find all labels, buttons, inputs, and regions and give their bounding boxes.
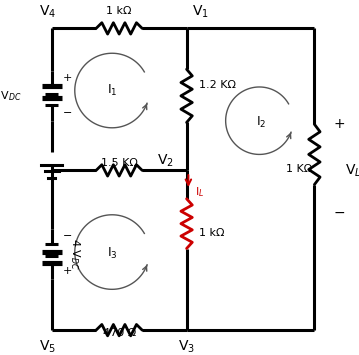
- Text: −: −: [63, 231, 73, 241]
- Text: −: −: [63, 108, 73, 118]
- Text: +: +: [63, 73, 73, 83]
- Text: 4 V$_{DC}$: 4 V$_{DC}$: [0, 89, 22, 103]
- Text: V$_2$: V$_2$: [157, 152, 174, 169]
- Text: V$_1$: V$_1$: [192, 3, 209, 20]
- Text: V$_4$: V$_4$: [39, 3, 56, 20]
- Text: 1.5 KΩ: 1.5 KΩ: [101, 158, 137, 168]
- Text: 470 Ω: 470 Ω: [103, 328, 136, 338]
- Text: V$_5$: V$_5$: [39, 339, 56, 355]
- Text: 1.2 KΩ: 1.2 KΩ: [199, 80, 236, 90]
- Text: −: −: [334, 206, 346, 220]
- Text: +: +: [63, 266, 73, 276]
- Text: V$_L$: V$_L$: [345, 162, 359, 179]
- Text: 4 V$_{DC}$: 4 V$_{DC}$: [68, 238, 81, 270]
- Text: I$_1$: I$_1$: [107, 83, 117, 98]
- Text: 1 kΩ: 1 kΩ: [106, 6, 132, 16]
- Text: 1 kΩ: 1 kΩ: [199, 228, 224, 237]
- Text: I$_2$: I$_2$: [256, 115, 266, 130]
- Text: 1 KΩ: 1 KΩ: [286, 164, 313, 174]
- Text: I$_L$: I$_L$: [195, 185, 205, 198]
- Text: +: +: [334, 117, 346, 131]
- Text: I$_3$: I$_3$: [107, 246, 117, 261]
- Text: V$_3$: V$_3$: [178, 339, 195, 355]
